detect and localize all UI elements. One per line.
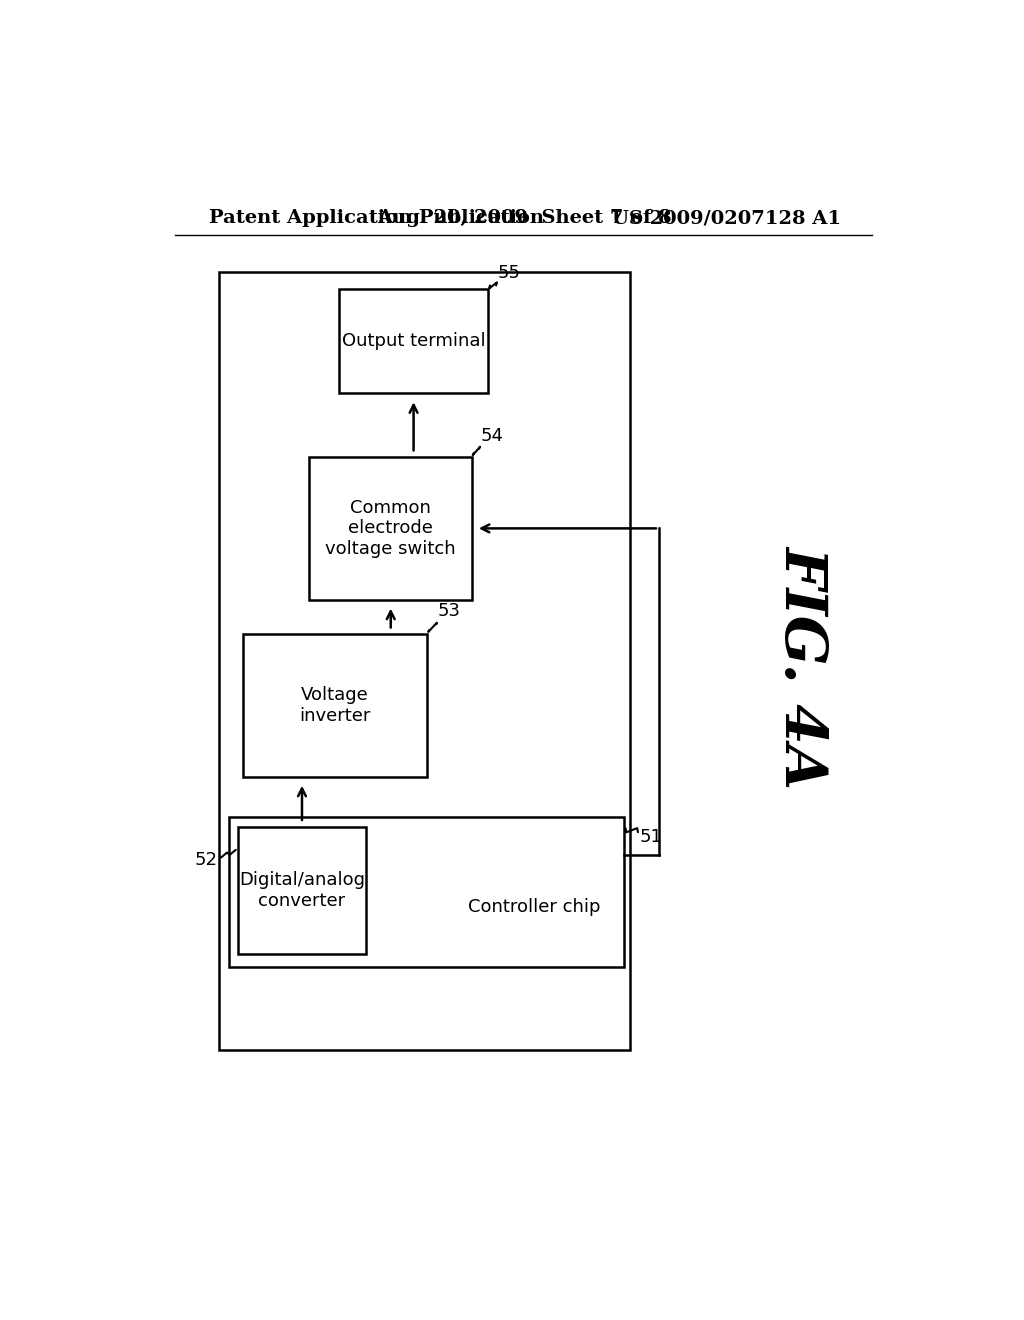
Text: Aug. 20, 2009  Sheet 7 of 8: Aug. 20, 2009 Sheet 7 of 8 <box>378 210 672 227</box>
Bar <box>339 289 488 393</box>
Text: 55: 55 <box>498 264 520 281</box>
Bar <box>309 457 472 599</box>
Text: Output terminal: Output terminal <box>342 333 485 350</box>
Text: 54: 54 <box>480 426 504 445</box>
Bar <box>219 272 630 1051</box>
Bar <box>238 826 366 954</box>
Bar <box>228 817 624 966</box>
Text: US 2009/0207128 A1: US 2009/0207128 A1 <box>612 210 841 227</box>
Text: Patent Application Publication: Patent Application Publication <box>209 210 545 227</box>
Text: 52: 52 <box>195 851 218 870</box>
Bar <box>243 635 427 776</box>
Text: 53: 53 <box>438 602 461 620</box>
Text: Digital/analog
converter: Digital/analog converter <box>239 871 365 909</box>
Text: FIG. 4A: FIG. 4A <box>774 545 830 788</box>
Text: Common
electrode
voltage switch: Common electrode voltage switch <box>326 499 456 558</box>
Text: Controller chip: Controller chip <box>468 898 601 916</box>
Text: Voltage
inverter: Voltage inverter <box>299 686 371 725</box>
Text: 51: 51 <box>640 829 663 846</box>
